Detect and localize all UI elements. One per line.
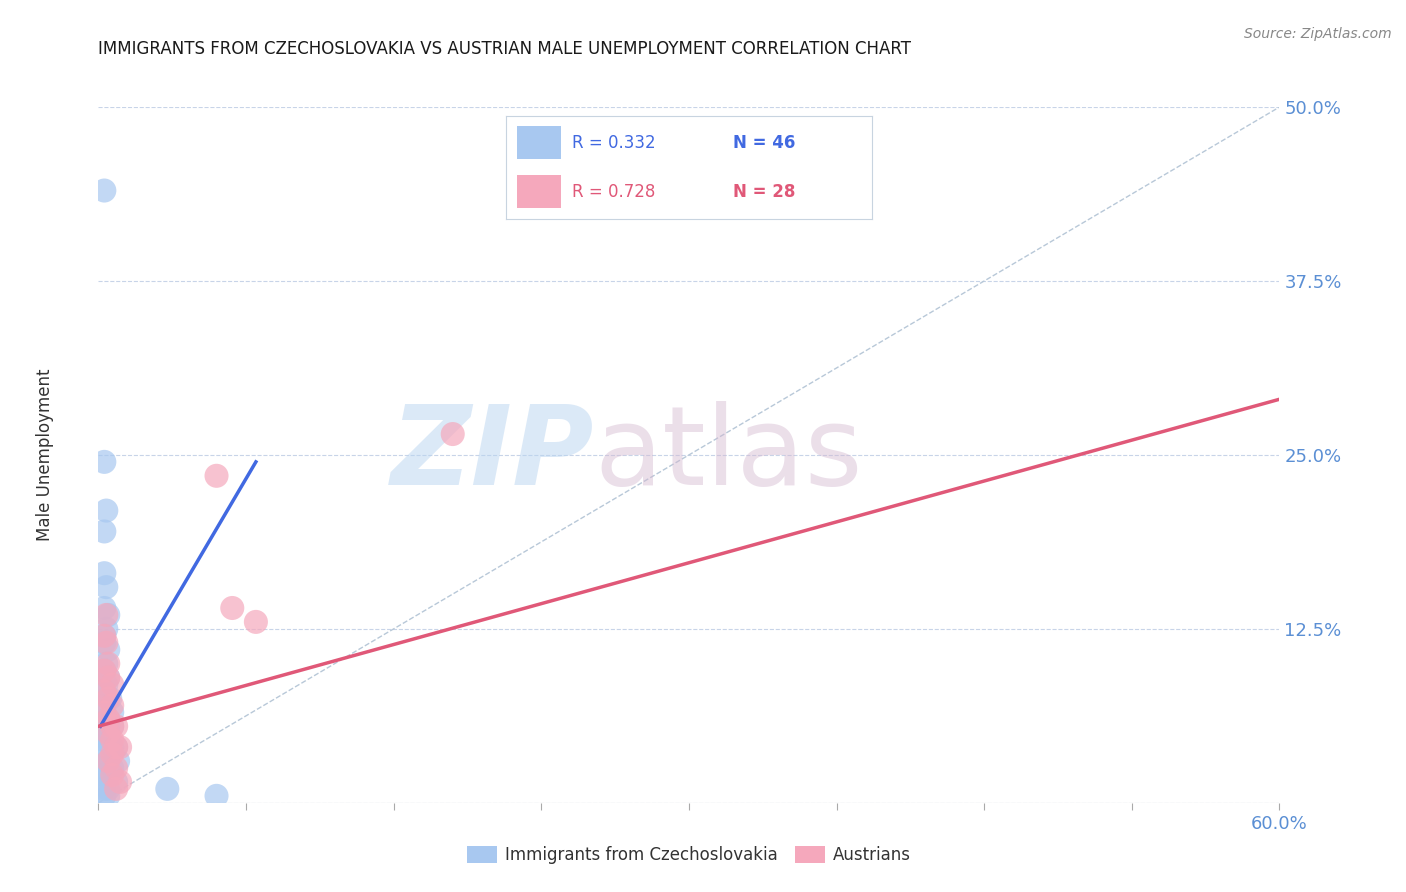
Point	[97, 781, 120, 796]
Point	[97, 768, 120, 782]
Point	[93, 184, 115, 198]
Point	[93, 684, 115, 698]
Text: R = 0.332: R = 0.332	[572, 134, 655, 152]
Point	[98, 691, 121, 706]
Point	[105, 775, 128, 789]
Point	[108, 740, 131, 755]
Point	[93, 664, 115, 678]
Point	[97, 754, 120, 768]
Point	[101, 698, 124, 713]
Point	[105, 761, 128, 775]
Point	[93, 706, 115, 720]
Text: IMMIGRANTS FROM CZECHOSLOVAKIA VS AUSTRIAN MALE UNEMPLOYMENT CORRELATION CHART: IMMIGRANTS FROM CZECHOSLOVAKIA VS AUSTRI…	[98, 40, 911, 58]
Legend: Immigrants from Czechoslovakia, Austrians: Immigrants from Czechoslovakia, Austrian…	[467, 846, 911, 864]
Point	[97, 726, 120, 740]
Point	[97, 642, 120, 657]
Point	[93, 629, 115, 643]
Point	[101, 768, 124, 782]
Point	[97, 657, 120, 671]
Point	[97, 754, 120, 768]
Point	[97, 789, 120, 803]
Point	[93, 726, 115, 740]
Text: Male Unemployment: Male Unemployment	[37, 368, 55, 541]
Point	[101, 719, 124, 733]
Text: N = 28: N = 28	[733, 183, 796, 201]
Point	[96, 607, 118, 622]
Point	[221, 601, 243, 615]
Bar	[517, 176, 561, 208]
Point	[205, 468, 228, 483]
Point	[93, 601, 115, 615]
Point	[93, 761, 115, 775]
Point	[101, 677, 124, 691]
Point	[107, 754, 129, 768]
Point	[93, 664, 115, 678]
Point	[96, 622, 118, 636]
Text: ZIP: ZIP	[391, 401, 595, 508]
Point	[108, 775, 131, 789]
Point	[205, 789, 228, 803]
Point	[97, 671, 120, 685]
Point	[101, 747, 124, 761]
Point	[93, 698, 115, 713]
Point	[97, 671, 120, 685]
Point	[93, 768, 115, 782]
Point	[93, 747, 115, 761]
Point	[96, 636, 118, 650]
Point	[105, 719, 128, 733]
Point	[97, 691, 120, 706]
Bar	[517, 126, 561, 159]
Point	[93, 636, 115, 650]
Point	[93, 733, 115, 747]
Point	[101, 740, 124, 755]
Point	[96, 657, 118, 671]
Point	[93, 524, 115, 539]
Text: atlas: atlas	[595, 401, 863, 508]
Point	[245, 615, 267, 629]
Point	[93, 781, 115, 796]
Point	[97, 733, 120, 747]
Point	[97, 726, 120, 740]
Point	[93, 684, 115, 698]
Point	[96, 677, 118, 691]
Point	[105, 781, 128, 796]
Point	[105, 740, 128, 755]
Point	[101, 733, 124, 747]
Point	[97, 712, 120, 726]
Point	[97, 719, 120, 733]
Text: Source: ZipAtlas.com: Source: ZipAtlas.com	[1244, 27, 1392, 41]
Point	[96, 580, 118, 594]
Text: N = 46: N = 46	[733, 134, 796, 152]
Point	[97, 607, 120, 622]
Point	[156, 781, 179, 796]
Point	[101, 706, 124, 720]
Point	[97, 712, 120, 726]
Point	[93, 706, 115, 720]
Text: R = 0.728: R = 0.728	[572, 183, 655, 201]
Point	[101, 761, 124, 775]
Point	[93, 566, 115, 581]
Point	[441, 427, 464, 442]
Point	[105, 740, 128, 755]
Point	[96, 503, 118, 517]
Point	[93, 740, 115, 755]
Point	[93, 629, 115, 643]
Point	[93, 455, 115, 469]
Point	[93, 719, 115, 733]
Point	[93, 789, 115, 803]
Point	[101, 719, 124, 733]
